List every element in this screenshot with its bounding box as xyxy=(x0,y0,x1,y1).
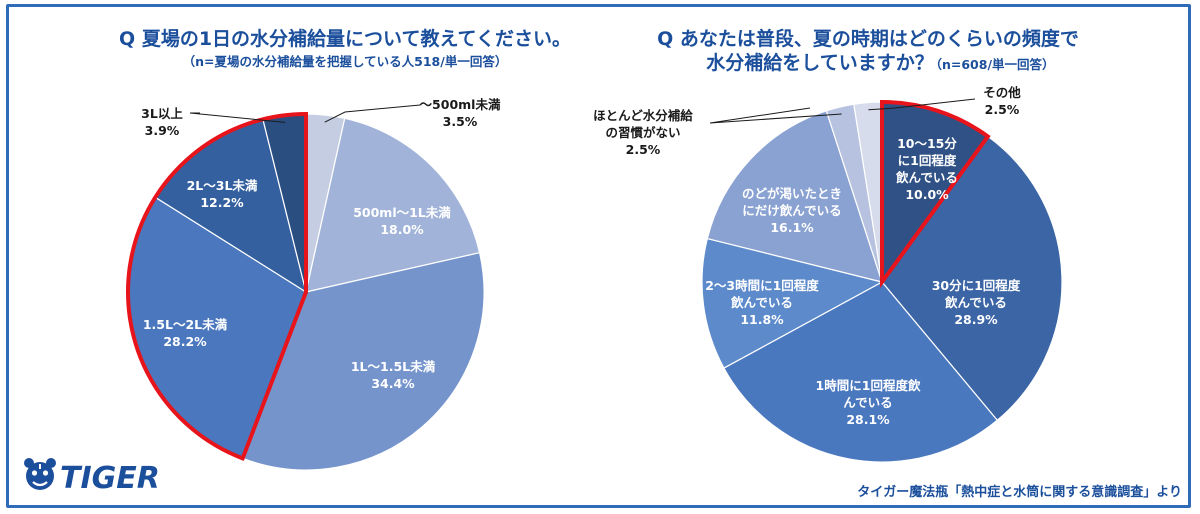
slice-value: 2.5% xyxy=(626,142,661,157)
pie-slice xyxy=(241,251,485,471)
slice-label: んでいる xyxy=(843,395,892,410)
slice-label: 飲んでいる xyxy=(895,170,958,185)
slice-label: 500ml〜1L未満 xyxy=(353,205,451,220)
slice-value: 28.1% xyxy=(846,412,890,427)
pie-slice xyxy=(881,135,1063,422)
slice-value: 16.1% xyxy=(770,220,814,235)
slice-label: に1回程度 xyxy=(898,153,957,168)
tiger-logo: TIGER xyxy=(24,458,160,496)
slice-label: その他 xyxy=(983,85,1021,100)
pie-slice xyxy=(723,281,999,463)
slice-value: 3.5% xyxy=(443,114,478,129)
pie-slice xyxy=(305,117,481,293)
right-chart-subtitle: （n=608/単一回答） xyxy=(929,57,1054,72)
slice-value: 34.4% xyxy=(371,376,415,391)
slice-label: の習慣がない xyxy=(605,125,680,140)
slice-value: 18.0% xyxy=(380,222,424,237)
left-pie-chart: 〜500ml未満 3.5% 500ml〜1L未満 18.0% 1L〜1.5L未満 34.4… xyxy=(126,97,501,471)
slice-value: 3.9% xyxy=(145,123,180,138)
slice-label: ほとんど水分補給 xyxy=(593,108,693,123)
leader-line xyxy=(324,104,421,123)
slice-label: にだけ飲んでいる xyxy=(742,203,841,218)
source-note: タイガー魔法瓶「熱中症と水筒に関する意識調査」より xyxy=(857,484,1182,500)
highlight-outline xyxy=(126,111,308,461)
leader-line xyxy=(189,112,286,123)
slice-label: 10〜15分 xyxy=(897,136,957,151)
slice-label: 30分に1回程度 xyxy=(932,278,1021,293)
slice-label: 3L以上 xyxy=(141,106,183,121)
slice-label: 〜500ml未満 xyxy=(420,97,501,112)
right-chart-title-second-line: 水分補給をしていますか？ xyxy=(706,51,933,74)
highlight-outline xyxy=(880,99,991,289)
brand-name: TIGER xyxy=(60,461,160,496)
leader-line xyxy=(709,107,842,124)
leader-line xyxy=(868,98,976,111)
slice-value: 2.5% xyxy=(985,102,1020,117)
right-chart-title: Q あなたは普段、夏の時期はどのくらいの頻度で xyxy=(657,27,1079,50)
slice-value: 11.8% xyxy=(740,312,784,327)
slice-label: 1.5L〜2L未満 xyxy=(143,317,228,332)
slice-value: 12.2% xyxy=(200,195,244,210)
slice-label: 1時間に1回程度飲 xyxy=(816,378,921,393)
left-chart-title: Q 夏場の1日の水分補給量について教えてください。 xyxy=(119,27,571,50)
slice-label: 2L〜3L未満 xyxy=(187,178,258,193)
slice-label: 飲んでいる xyxy=(944,295,1007,310)
tiger-face-icon xyxy=(24,458,56,490)
slice-label: 2〜3時間に1回程度 xyxy=(705,278,819,293)
slice-value: 10.0% xyxy=(905,187,949,202)
right-pie-chart: 10〜15分に1回程度飲んでいる10.0%30分に1回程度飲んでいる28.9%1… xyxy=(593,85,1063,463)
slice-value: 28.9% xyxy=(954,312,998,327)
slice-label: 1L〜1.5L未満 xyxy=(351,359,436,374)
slice-label: のどが渇いたとき xyxy=(742,186,842,201)
left-chart-subtitle: （n=夏場の水分補給量を把握している人518/単一回答） xyxy=(183,54,508,69)
slice-value: 28.2% xyxy=(163,334,207,349)
right-chart-title-line2: 水分補給をしていますか？ （n=608/単一回答） xyxy=(706,51,1054,74)
slice-label: 飲んでいる xyxy=(730,295,793,310)
